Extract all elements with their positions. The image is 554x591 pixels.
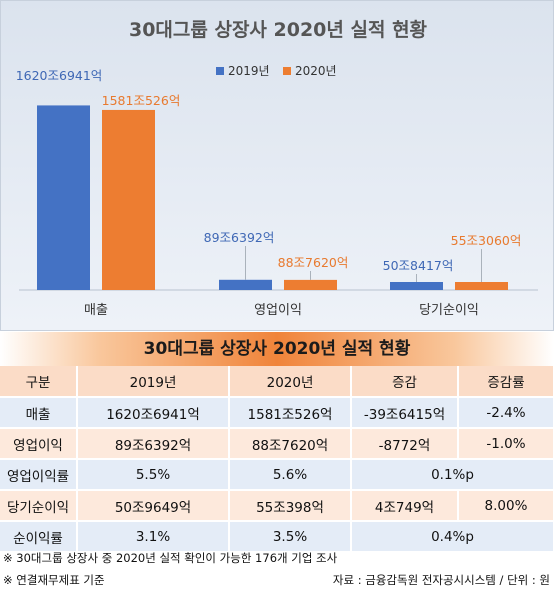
row-label: 영업이익 bbox=[0, 428, 78, 460]
cell-2020: 1581조526억 bbox=[229, 397, 352, 429]
table-row: 영업이익률 5.5% 5.6% 0.1%p bbox=[0, 459, 554, 491]
cell-2019: 89조6392억 bbox=[77, 428, 230, 460]
source-note: 자료 : 금융감독원 전자공시시스템 / 단위 : 원 bbox=[332, 573, 550, 587]
cell-rate: -1.0% bbox=[458, 428, 554, 460]
header-change: 증감 bbox=[351, 366, 459, 398]
bar-operating-profit-2019 bbox=[219, 279, 272, 290]
table-header-row: 구분 2019년 2020년 증감 증감률 bbox=[0, 366, 554, 398]
summary-table: 구분 2019년 2020년 증감 증감률 매출 1620조6941억 1581… bbox=[0, 366, 554, 553]
cell-change: 4조749억 bbox=[351, 490, 459, 522]
header-2020: 2020년 bbox=[229, 366, 352, 398]
table-row: 영업이익 89조6392억 88조7620억 -8772억 -1.0% bbox=[0, 428, 554, 460]
cell-change-merged: 0.4%p bbox=[351, 521, 554, 553]
cell-change: -39조6415억 bbox=[351, 397, 459, 429]
legend-label-2020: 2020년 bbox=[295, 64, 337, 78]
data-label-net-income-2019: 50조8417억 bbox=[383, 258, 454, 273]
bar-sales-2020 bbox=[102, 109, 155, 291]
table-row: 당기순이익 50조9649억 55조398억 4조749억 8.00% bbox=[0, 490, 554, 522]
chart-panel: 30대그룹 상장사 2020년 실적 현황 2019년 2020년 1620조6… bbox=[0, 0, 554, 331]
bar-operating-profit-2020 bbox=[284, 279, 337, 290]
cell-change: -8772억 bbox=[351, 428, 459, 460]
cell-rate: -2.4% bbox=[458, 397, 554, 429]
cell-2019: 5.5% bbox=[77, 459, 230, 491]
row-label: 매출 bbox=[0, 397, 78, 429]
cell-2020: 3.5% bbox=[229, 521, 352, 553]
cell-rate: 8.00% bbox=[458, 490, 554, 522]
legend-label-2019: 2019년 bbox=[228, 64, 270, 78]
cell-2019: 1620조6941억 bbox=[77, 397, 230, 429]
row-label: 순이익률 bbox=[0, 521, 78, 553]
data-label-operating-profit-2019: 89조6392억 bbox=[204, 230, 275, 245]
chart-title: 30대그룹 상장사 2020년 실적 현황 bbox=[129, 18, 428, 41]
category-label-operating-profit: 영업이익 bbox=[254, 303, 302, 318]
row-label: 당기순이익 bbox=[0, 490, 78, 522]
header-rate: 증감률 bbox=[458, 366, 554, 398]
legend-swatch-2019 bbox=[216, 67, 224, 75]
footnote-survey: ※ 30대그룹 상장사 중 2020년 실적 확인이 가능한 176개 기업 조… bbox=[3, 551, 338, 565]
table-title: 30대그룹 상장사 2020년 실적 현황 bbox=[0, 332, 554, 366]
footnote-basis: ※ 연결재무제표 기준 bbox=[3, 573, 105, 587]
data-label-sales-2020: 1581조526억 bbox=[102, 93, 181, 108]
cell-2020: 88조7620억 bbox=[229, 428, 352, 460]
bar-net-income-2019 bbox=[390, 282, 443, 290]
summary-table-section: 30대그룹 상장사 2020년 실적 현황 구분 2019년 2020년 증감 … bbox=[0, 332, 554, 553]
row-label: 영업이익률 bbox=[0, 459, 78, 491]
data-label-sales-2019: 1620조6941억 bbox=[16, 68, 103, 83]
category-label-sales: 매출 bbox=[84, 303, 108, 318]
table-row: 순이익률 3.1% 3.5% 0.4%p bbox=[0, 521, 554, 553]
cell-2020: 55조398억 bbox=[229, 490, 352, 522]
cell-change-merged: 0.1%p bbox=[351, 459, 554, 491]
header-category: 구분 bbox=[0, 366, 78, 398]
bar-chart: 30대그룹 상장사 2020년 실적 현황 2019년 2020년 1620조6… bbox=[16, 18, 538, 318]
legend-swatch-2020 bbox=[283, 67, 291, 75]
data-label-operating-profit-2020: 88조7620억 bbox=[278, 255, 349, 270]
cell-2020: 5.6% bbox=[229, 459, 352, 491]
header-2019: 2019년 bbox=[77, 366, 230, 398]
data-label-net-income-2020: 55조3060억 bbox=[451, 233, 522, 248]
table-row: 매출 1620조6941억 1581조526억 -39조6415억 -2.4% bbox=[0, 397, 554, 429]
legend: 2019년 2020년 bbox=[216, 64, 337, 78]
cell-2019: 50조9649억 bbox=[77, 490, 230, 522]
category-label-net-income: 당기순이익 bbox=[419, 303, 479, 318]
bar-net-income-2020 bbox=[455, 282, 508, 290]
bar-sales-2019 bbox=[37, 105, 90, 290]
cell-2019: 3.1% bbox=[77, 521, 230, 553]
